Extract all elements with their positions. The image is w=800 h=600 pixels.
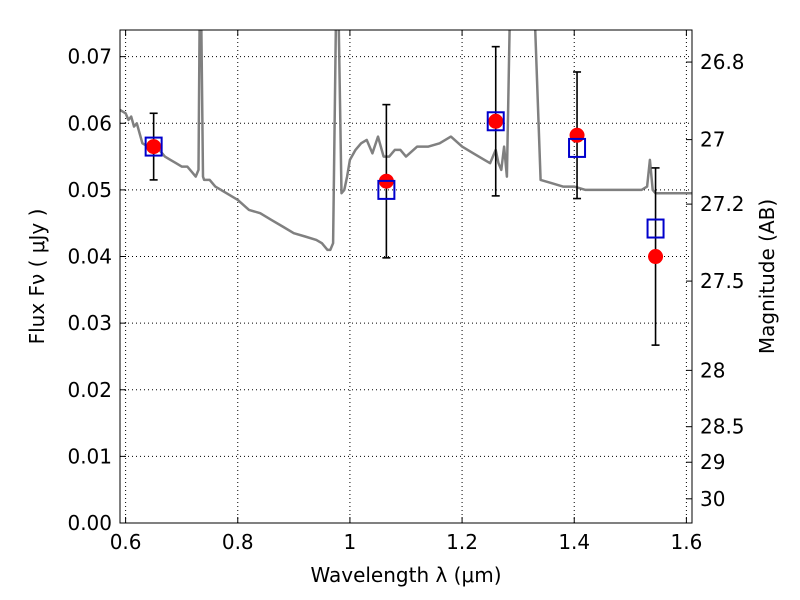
- x-tick-label: 0.8: [222, 530, 254, 554]
- model-square: [377, 179, 396, 200]
- data-point: [569, 127, 585, 143]
- error-bars: [149, 45, 660, 346]
- x-tick-label: 1: [344, 530, 357, 554]
- y-tick-label: 0.05: [67, 178, 112, 202]
- data-point: [648, 249, 664, 265]
- grid: [120, 30, 692, 524]
- data-point: [146, 139, 162, 155]
- y-tick-label: 0.04: [67, 245, 112, 269]
- y-tick-label: 0.06: [67, 111, 112, 135]
- model-squares: [144, 111, 665, 239]
- right-axis-label: Magnitude (AB): [755, 199, 779, 354]
- y-tick-label: 0.03: [67, 311, 112, 335]
- ticks: 0.6 0.8 1 1.2 1.4 1.6 0.00 0.01 0.02 0.03 0.04 0.05…: [67, 30, 745, 554]
- plot-frame: [119, 29, 693, 524]
- right-tick-label: 30: [700, 487, 725, 511]
- y-axis-label: Flux Fν ( μJy ): [25, 209, 49, 345]
- y-tick-label: 0.01: [67, 444, 112, 468]
- model-square: [646, 218, 665, 239]
- x-tick-label: 1.4: [558, 530, 590, 554]
- right-tick-label: 28.5: [700, 415, 745, 439]
- right-tick-label: 28: [700, 358, 725, 382]
- right-tick-label: 27.2: [700, 192, 745, 216]
- y-tick-label: 0.02: [67, 378, 112, 402]
- x-axis-label: Wavelength λ (μm): [310, 563, 501, 587]
- data-point: [488, 113, 504, 129]
- y-tick-label: 0.00: [67, 511, 112, 535]
- right-tick-label: 27: [700, 128, 725, 152]
- model-square: [144, 136, 163, 157]
- model-square: [568, 137, 587, 158]
- right-tick-label: 26.8: [700, 50, 745, 74]
- model-square: [486, 111, 505, 132]
- right-tick-label: 29: [700, 450, 725, 474]
- spectrum-series: [120, 30, 692, 252]
- right-tick-label: 27.5: [700, 269, 745, 293]
- y-tick-label: 0.07: [67, 45, 112, 69]
- x-tick-label: 1.2: [446, 530, 478, 554]
- spectrum-line: [120, 30, 692, 252]
- x-tick-label: 1.6: [670, 530, 702, 554]
- x-tick-label: 0.6: [110, 530, 142, 554]
